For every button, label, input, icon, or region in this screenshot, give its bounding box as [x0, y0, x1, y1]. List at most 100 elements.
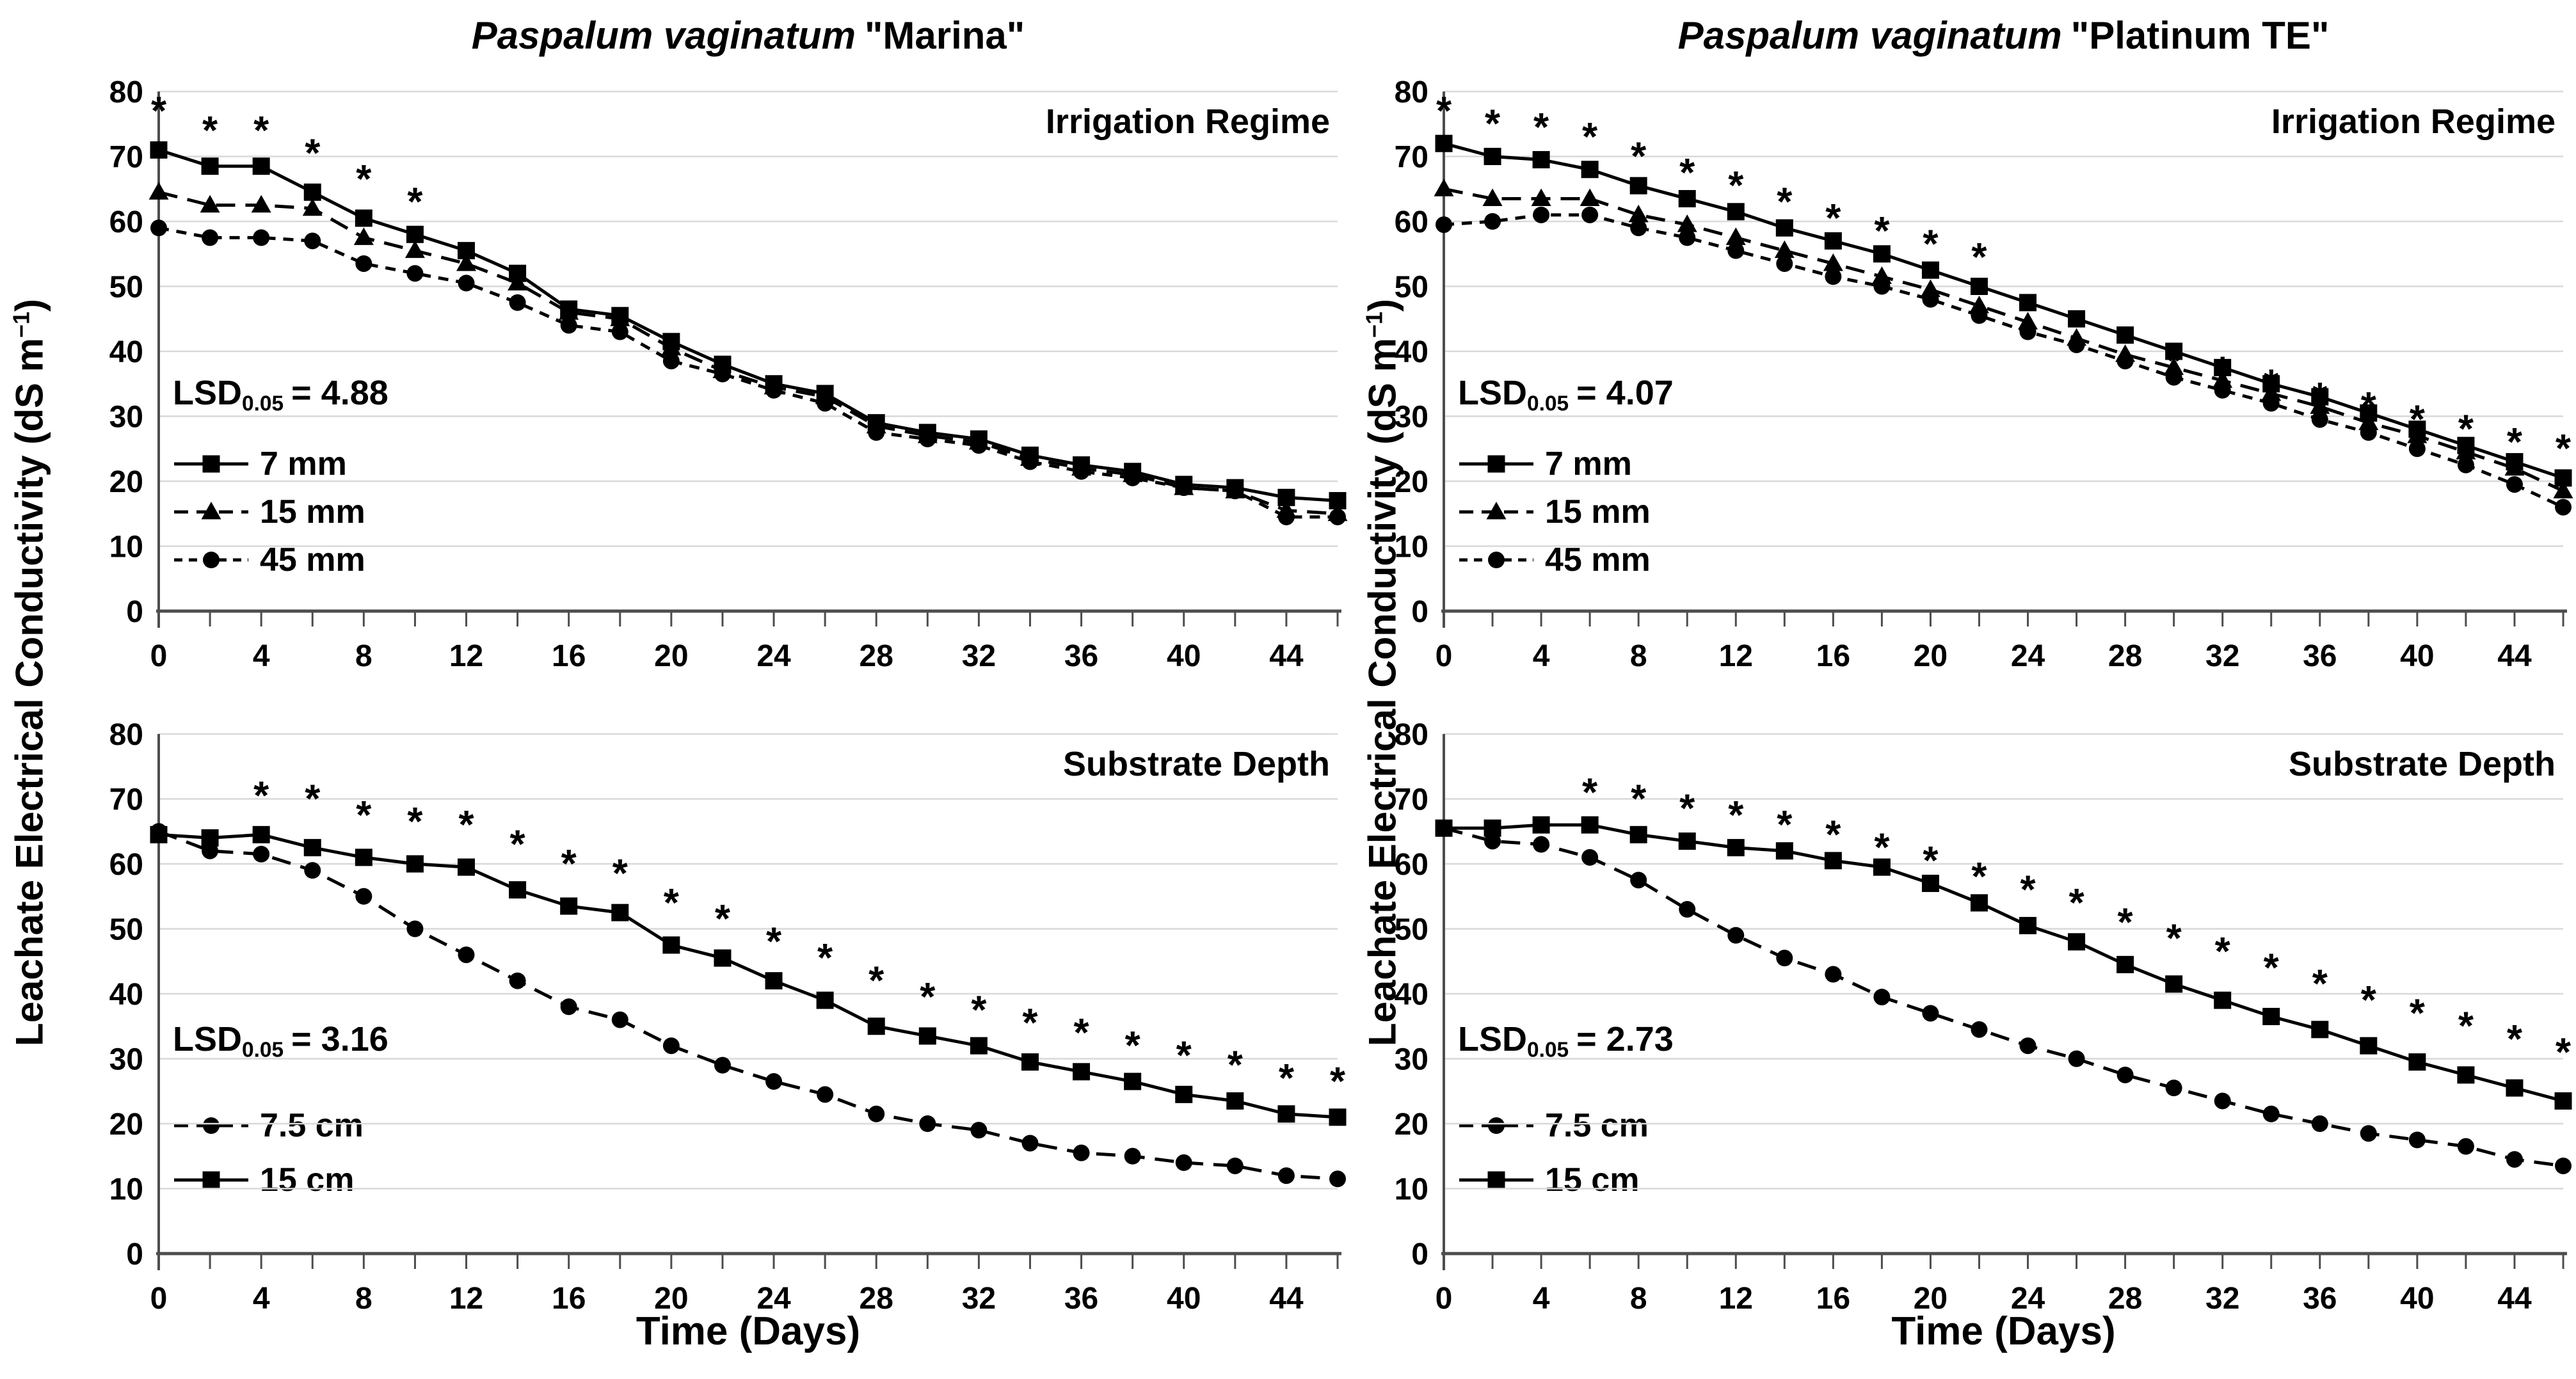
significance-asterisk: *: [1923, 222, 1939, 266]
circle-marker: [355, 255, 372, 272]
y-tick-label: 70: [1395, 141, 1428, 175]
legend-item-45-mm: 45 mm: [173, 536, 365, 584]
significance-asterisk: *: [817, 936, 833, 980]
circle-marker: [2116, 1066, 2134, 1083]
significance-asterisk: *: [1679, 787, 1695, 831]
triangle-marker: [2553, 481, 2573, 498]
chart-panel-platinum-irrigation: Paspalum vaginatum "Platinum TE" Irrigati…: [1395, 14, 2573, 673]
significance-asterisk: *: [2118, 900, 2134, 945]
circle-marker: [560, 998, 577, 1016]
circle-marker: [1679, 901, 1696, 918]
chart-panel-marina-substrate: Substrate Depth LSD0.05 = 3.16 7.5 cm 15 c…: [109, 718, 1347, 1353]
square-marker: [970, 1037, 988, 1055]
series-line-15-cm: [158, 833, 1338, 1119]
legend-item-15-mm: 15 mm: [1458, 488, 1651, 536]
triangle-marker: [1580, 188, 1600, 206]
square-marker: [1021, 1053, 1039, 1071]
square-marker: [2408, 1053, 2426, 1071]
circle-marker: [1329, 508, 1346, 525]
square-marker: [1921, 874, 1939, 892]
square-marker: [1727, 203, 1745, 221]
significance-asterisk: *: [2264, 362, 2280, 406]
circle-legend-marker-icon: [1459, 1117, 1533, 1134]
significance-asterisk: *: [1825, 196, 1841, 241]
square-marker: [1873, 245, 1891, 263]
x-tick-label: 28: [860, 639, 893, 673]
x-tick-label: 4: [1533, 639, 1550, 673]
series-line-7-mm: [158, 148, 1338, 502]
square-marker: [458, 858, 476, 876]
square-marker: [2116, 955, 2134, 973]
x-tick-label: 32: [2205, 639, 2239, 673]
y-tick-label: 10: [1395, 530, 1428, 564]
circle-marker: [970, 1122, 988, 1139]
circle-marker: [2019, 1037, 2036, 1055]
circle-marker: [253, 845, 270, 863]
circle-marker: [2311, 411, 2328, 428]
legend: 7.5 cm 15 cm: [1458, 1098, 1649, 1207]
circle-marker: [1581, 849, 1599, 866]
square-marker: [1970, 894, 1988, 912]
circle-marker: [202, 229, 219, 246]
significance-asterisk: *: [2458, 408, 2474, 452]
triangle-marker: [1482, 188, 1503, 206]
circle-marker: [1329, 1170, 1346, 1188]
square-marker: [509, 881, 527, 899]
circle-marker: [1971, 1021, 1988, 1038]
y-tick-label: 60: [1395, 848, 1428, 882]
circle-marker: [662, 353, 680, 370]
significance-asterisk: *: [356, 157, 372, 202]
lsd-alpha: 0.05: [242, 1038, 284, 1062]
square-legend-marker-icon: [174, 1171, 248, 1188]
series-line-15-mm: [158, 190, 1338, 516]
x-axis-title: Time (Days): [636, 1309, 861, 1353]
legend-item-45-mm: 45 mm: [1458, 536, 1651, 584]
x-tick-label: 20: [654, 639, 688, 673]
circle-marker: [2311, 1115, 2328, 1132]
significance-asterisk: *: [1728, 164, 1744, 208]
circle-marker: [868, 424, 885, 441]
square-marker: [150, 141, 168, 159]
x-tick-label: 44: [2497, 1282, 2532, 1316]
circle-legend-marker-icon: [174, 1117, 248, 1134]
significance-asterisk: *: [2556, 1030, 2572, 1074]
significance-asterisk: *: [1279, 1056, 1295, 1101]
triangle-marker: [1823, 253, 1843, 271]
series-line-15-cm: [1444, 823, 2564, 1103]
square-marker: [1175, 1085, 1193, 1103]
square-marker: [2360, 1037, 2378, 1055]
significance-asterisk: *: [1533, 106, 1549, 150]
significance-asterisk: *: [1825, 813, 1841, 857]
significance-asterisk: *: [1679, 151, 1695, 195]
circle-marker: [2408, 440, 2426, 458]
square-marker: [1678, 189, 1696, 207]
circle-marker: [1484, 833, 1501, 850]
significance-asterisk: *: [1874, 209, 1890, 253]
square-marker: [2165, 975, 2183, 993]
x-tick-label: 4: [253, 639, 270, 673]
x-tick-label: 24: [2011, 639, 2045, 673]
x-tick-label: 12: [1719, 1282, 1753, 1316]
significance-asterisk: *: [2361, 978, 2377, 1023]
triangle-marker: [508, 273, 528, 291]
circle-marker: [1873, 278, 1891, 295]
significance-asterisk: *: [561, 842, 577, 886]
square-marker: [1124, 1072, 1142, 1090]
x-axis-title: Time (Days): [1891, 1309, 2116, 1353]
x-tick-label: 28: [2108, 1282, 2142, 1316]
square-marker: [714, 949, 732, 967]
y-tick-label: 0: [1411, 1238, 1428, 1271]
circle-marker: [509, 972, 526, 989]
lsd-alpha: 0.05: [1527, 1038, 1569, 1062]
square-marker: [765, 972, 783, 990]
chart-title-species: Paspalum vaginatum: [471, 14, 856, 57]
square-marker: [201, 829, 219, 847]
circle-marker: [1533, 206, 1550, 223]
circle-marker: [2165, 1080, 2182, 1097]
square-marker: [1629, 825, 1647, 843]
y-tick-label: 60: [109, 205, 143, 239]
triangle-marker: [201, 501, 221, 519]
x-tick-label: 32: [962, 639, 996, 673]
circle-marker: [150, 219, 167, 237]
x-tick-label: 44: [2497, 639, 2532, 673]
